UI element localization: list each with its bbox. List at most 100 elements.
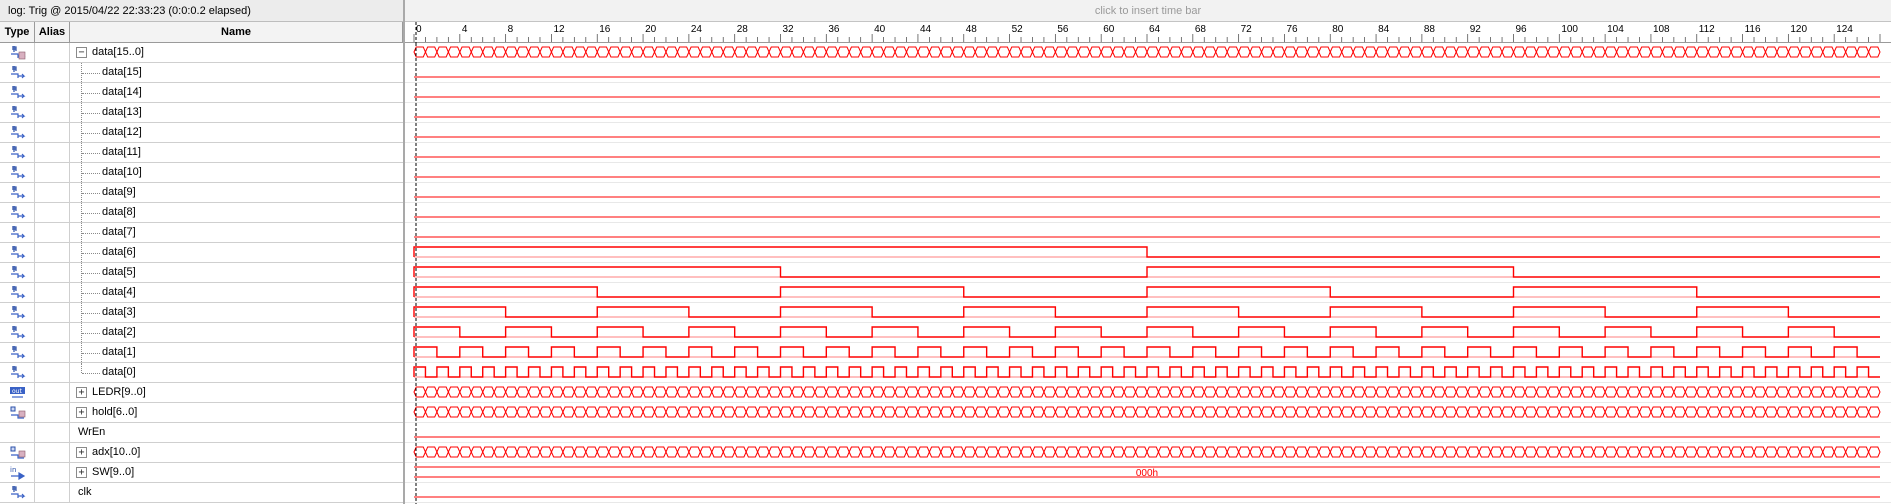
- signal-row[interactable]: out + LEDR[9..0]: [0, 383, 403, 403]
- ruler-tick-label: 72: [1241, 24, 1253, 35]
- signal-row[interactable]: data[13]: [0, 103, 403, 123]
- name-cell: data[10]: [70, 163, 403, 182]
- type-cell: [0, 63, 35, 82]
- name-cell: + SW[9..0]: [70, 463, 403, 482]
- bus-segments: [414, 466, 1880, 478]
- name-cell: data[3]: [70, 303, 403, 322]
- ruler-tick-label: 84: [1378, 24, 1390, 35]
- ruler-tick-label: 44: [920, 24, 932, 35]
- time-bar-strip[interactable]: click to insert time bar: [405, 0, 1891, 22]
- ruler-tick-label: 12: [553, 24, 565, 35]
- signal-name: hold[6..0]: [92, 406, 138, 418]
- signal-row[interactable]: data[3]: [0, 303, 403, 323]
- tree-connector: [81, 103, 82, 122]
- expand-icon[interactable]: +: [76, 407, 87, 418]
- tree-connector: [82, 193, 100, 194]
- tap-icon: [9, 145, 27, 160]
- tap-icon: [9, 365, 27, 380]
- tree-connector: [82, 313, 100, 314]
- name-cell: data[14]: [70, 83, 403, 102]
- signal-name: data[7]: [102, 226, 136, 238]
- signal-name: data[13]: [102, 106, 142, 118]
- expand-icon[interactable]: +: [76, 447, 87, 458]
- signal-row[interactable]: data[4]: [0, 283, 403, 303]
- tree-connector: [81, 223, 82, 242]
- signal-row[interactable]: + hold[6..0]: [0, 403, 403, 423]
- alias-cell: [35, 403, 70, 422]
- expand-icon[interactable]: +: [76, 467, 87, 478]
- signal-row[interactable]: data[7]: [0, 223, 403, 243]
- column-header-name[interactable]: Name: [70, 22, 403, 43]
- signal-row[interactable]: data[0]: [0, 363, 403, 383]
- waveform-panel: click to insert time bar 0 4 8 12 16 20 24 28 32…: [405, 0, 1891, 504]
- signal-row[interactable]: + adx[10..0]: [0, 443, 403, 463]
- signal-row[interactable]: data[6]: [0, 243, 403, 263]
- signal-name: data[2]: [102, 326, 136, 338]
- signal-row[interactable]: WrEn: [0, 423, 403, 443]
- column-header-alias[interactable]: Alias: [35, 22, 70, 43]
- tree-connector: [81, 263, 82, 282]
- register-icon: [9, 405, 27, 420]
- signal-row[interactable]: data[15]: [0, 63, 403, 83]
- name-cell: data[0]: [70, 363, 403, 382]
- ruler-tick-label: 108: [1653, 24, 1670, 35]
- alias-cell: [35, 183, 70, 202]
- signal-row[interactable]: data[10]: [0, 163, 403, 183]
- signal-row[interactable]: data[2]: [0, 323, 403, 343]
- alias-cell: [35, 123, 70, 142]
- expand-icon[interactable]: +: [76, 387, 87, 398]
- tree-connector: [82, 353, 100, 354]
- tree-connector: [81, 123, 82, 142]
- tap-icon: [9, 305, 27, 320]
- signal-row[interactable]: data[9]: [0, 183, 403, 203]
- signal-row[interactable]: data[8]: [0, 203, 403, 223]
- bus-value-label: 000h: [1136, 468, 1158, 479]
- ruler-tick-label: 40: [874, 24, 886, 35]
- alias-cell: [35, 143, 70, 162]
- signal-row[interactable]: clk: [0, 483, 403, 503]
- signal-row[interactable]: data[1]: [0, 343, 403, 363]
- tap-icon: [9, 125, 27, 140]
- name-cell: data[8]: [70, 203, 403, 222]
- type-cell: out: [0, 383, 35, 402]
- time-bar-hint: click to insert time bar: [1094, 5, 1202, 17]
- name-cell: data[9]: [70, 183, 403, 202]
- time-ruler[interactable]: 0 4 8 12 16 20 24 28 32 36 40 44 48 52 56 60 64 68 72 76 80 8…: [405, 22, 1891, 43]
- alias-cell: [35, 203, 70, 222]
- collapse-icon[interactable]: −: [76, 47, 87, 58]
- wave-data-1-: [413, 346, 1880, 358]
- name-cell: data[2]: [70, 323, 403, 342]
- bus-tap-icon: [9, 45, 27, 60]
- svg-text:out: out: [12, 388, 22, 395]
- column-header-type[interactable]: Type: [0, 22, 35, 43]
- type-cell: [0, 423, 35, 442]
- tree-connector: [82, 153, 100, 154]
- wave-data-15--0-: [413, 46, 1881, 58]
- signal-row[interactable]: − data[15..0]: [0, 43, 403, 63]
- wave-hold-6--0-: [413, 406, 1881, 418]
- ruler-tick-label: 8: [508, 24, 514, 35]
- ruler-tick-label: 112: [1699, 24, 1715, 35]
- signal-row[interactable]: data[14]: [0, 83, 403, 103]
- tree-connector: [82, 93, 100, 94]
- tree-connector: [81, 283, 82, 302]
- log-status-text: log: Trig @ 2015/04/22 22:33:23 (0:0:0.2…: [8, 5, 251, 17]
- ruler-tick-label: 16: [599, 24, 611, 35]
- tap-icon: [9, 325, 27, 340]
- ruler-tick-label: 96: [1516, 24, 1528, 35]
- alias-cell: [35, 463, 70, 482]
- ruler-tick-label: 124: [1836, 24, 1853, 35]
- tree-connector: [81, 203, 82, 222]
- alias-cell: [35, 223, 70, 242]
- tree-connector: [82, 233, 100, 234]
- signal-name: data[9]: [102, 186, 136, 198]
- signal-row[interactable]: data[12]: [0, 123, 403, 143]
- pane-splitter[interactable]: [403, 0, 405, 504]
- signal-name: data[5]: [102, 266, 136, 278]
- signal-row[interactable]: data[5]: [0, 263, 403, 283]
- signal-row[interactable]: in + SW[9..0]: [0, 463, 403, 483]
- type-cell: [0, 223, 35, 242]
- waveform-canvas[interactable]: 000h: [405, 43, 1891, 504]
- signal-row[interactable]: data[11]: [0, 143, 403, 163]
- wave-data-5-: [413, 266, 1880, 278]
